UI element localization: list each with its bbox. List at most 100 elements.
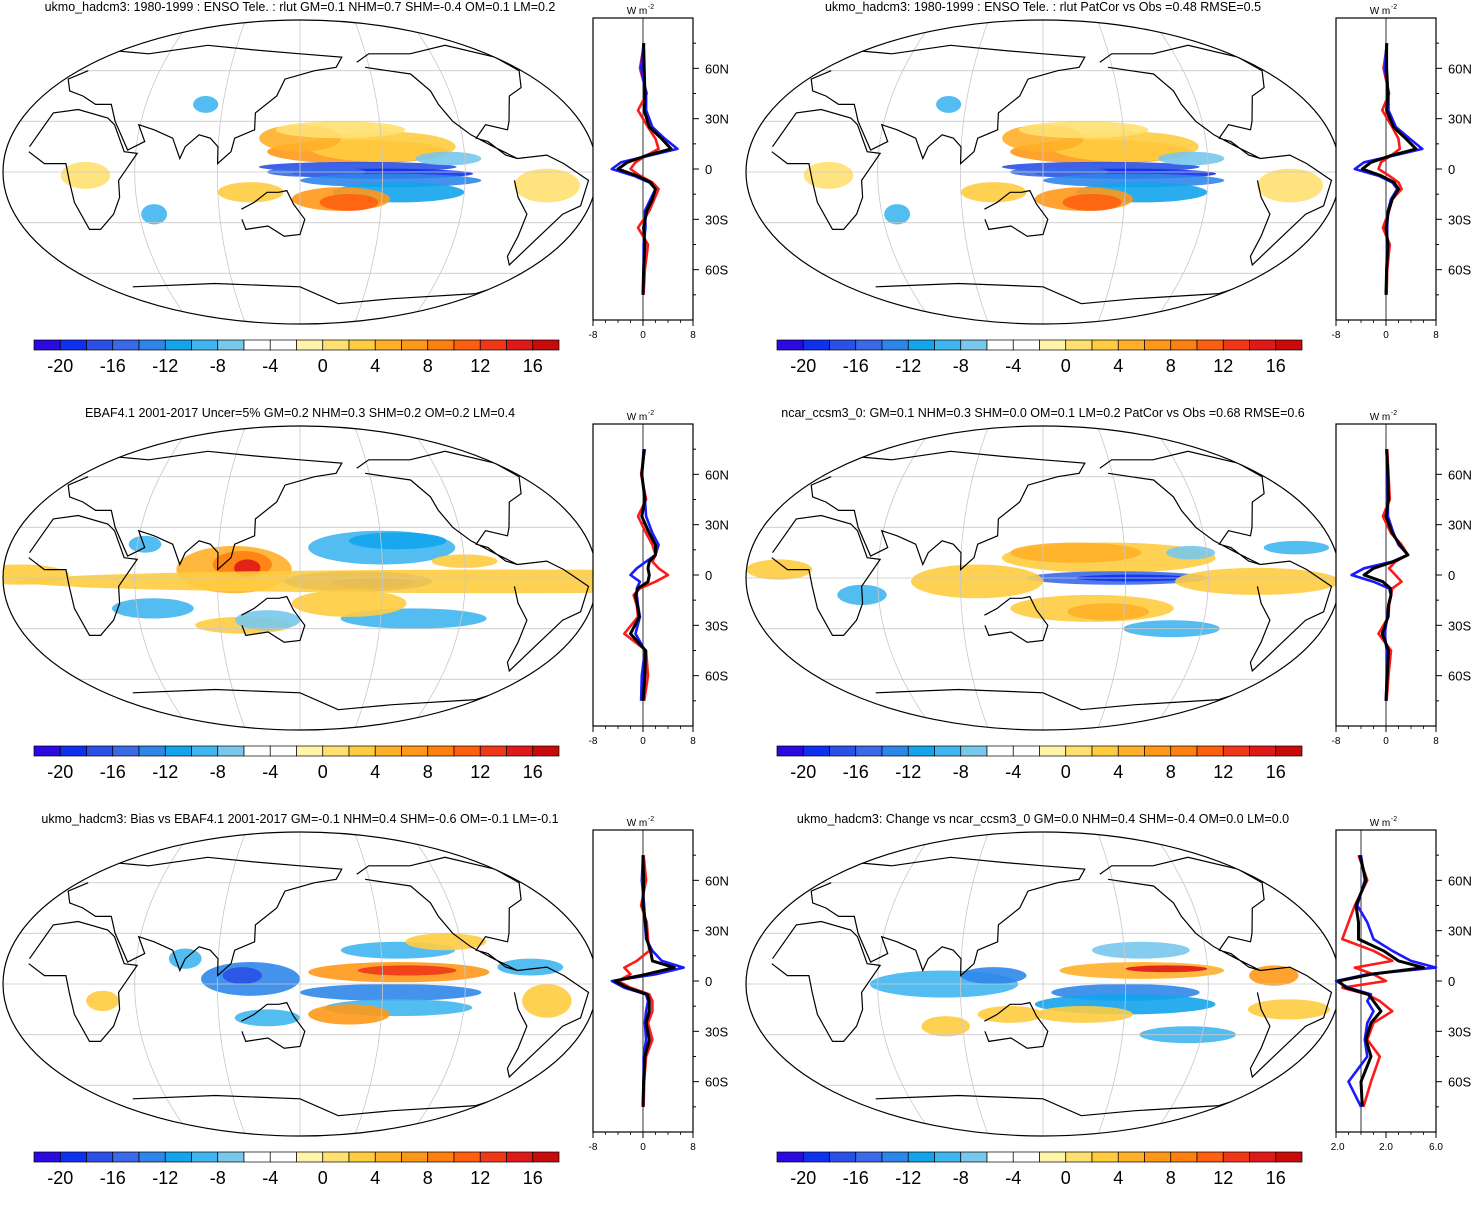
colorbar-swatch — [191, 339, 219, 351]
colorbar-swatch — [217, 1151, 245, 1163]
anomaly-blob — [235, 610, 300, 631]
graticule — [3, 426, 597, 730]
coastline-africa — [28, 108, 139, 230]
colorbar-swatch — [532, 1151, 560, 1163]
colorbar-swatch — [907, 745, 935, 757]
colorbar-swatch — [138, 1151, 166, 1163]
graticule-meridian — [1151, 426, 1209, 730]
zonal-plot: W m -2 60N 30N 0 30S 60S -8 0 8 — [1332, 410, 1472, 747]
anomaly-blob — [111, 598, 194, 619]
zonal-x-label: 8 — [1433, 330, 1439, 341]
colorbar-swatch — [322, 339, 350, 351]
graticule-meridian — [1151, 20, 1209, 324]
coastline-eurasia — [810, 44, 1086, 165]
colorbar-tick-label: -16 — [843, 356, 869, 376]
panel-title: ukmo_hadcm3: Change vs ncar_ccsm3_0 GM=0… — [796, 812, 1290, 826]
anomaly-blob — [1125, 965, 1208, 973]
zonal-lat-label: 60S — [705, 1075, 728, 1090]
anomaly-blob — [884, 204, 911, 225]
anomaly-blob — [1091, 941, 1190, 959]
zonal-x-label: 8 — [690, 330, 696, 341]
zonal-series-obs — [629, 449, 660, 701]
zonal-lat-label: 30N — [705, 518, 729, 533]
colorbar-swatch — [855, 745, 883, 757]
zonal-unit-exponent: -2 — [1391, 816, 1397, 823]
zonal-x-label: 0 — [640, 330, 646, 341]
zonal-unit-label: W m — [627, 6, 648, 17]
colorbar-swatch — [506, 1151, 534, 1163]
colorbar-swatch — [1275, 745, 1303, 757]
colorbar-swatch — [1196, 1151, 1224, 1163]
colorbar-swatch — [479, 1151, 507, 1163]
colorbar-swatch — [532, 745, 560, 757]
zonal-series-obs — [610, 43, 679, 295]
zonal-lat-label: 30S — [705, 1024, 728, 1039]
map-field — [746, 20, 1340, 324]
colorbar-swatch — [1039, 339, 1067, 351]
colorbar: -20-16-12-8-4048121620 — [776, 1151, 1303, 1188]
anomaly-blob — [1158, 151, 1225, 166]
anomaly-blob — [1257, 168, 1324, 203]
zonal-plot: W m-2 60N 30N 0 30S 60S -2.0 2.0 6.0 — [1331, 816, 1472, 1153]
anomaly-blob — [1018, 121, 1149, 139]
graticule — [3, 20, 597, 324]
zonal-lat-label: 60N — [705, 467, 729, 482]
anomaly-blob — [300, 984, 482, 1001]
map-svg — [2, 19, 598, 325]
zonal-unit-exponent: -2 — [1391, 4, 1397, 11]
zonal-x-label: 8 — [1433, 736, 1439, 747]
colorbar-swatch — [296, 745, 324, 757]
colorbar-tick-label: -4 — [1005, 1168, 1021, 1188]
colorbar-tick-label: -16 — [843, 762, 869, 782]
colorbar-swatch — [1065, 1151, 1093, 1163]
colorbar-swatch — [960, 1151, 988, 1163]
colorbar-swatch — [269, 745, 297, 757]
anomaly-blob — [291, 589, 407, 617]
colorbar-swatch — [453, 1151, 481, 1163]
anomaly-blob — [60, 161, 111, 189]
colorbar-swatch — [881, 1151, 909, 1163]
colorbar-swatch — [164, 745, 192, 757]
map-svg — [745, 425, 1341, 731]
coastlines — [771, 44, 1333, 305]
coastlines — [28, 44, 590, 305]
colorbar-swatch — [348, 1151, 376, 1163]
colorbar-tick-label: 16 — [523, 1168, 543, 1188]
colorbar-tick-label: 12 — [470, 1168, 490, 1188]
colorbar-swatch — [322, 745, 350, 757]
anomaly-blob — [514, 168, 581, 203]
coastline-namerica — [356, 44, 522, 160]
colorbar-swatch — [138, 745, 166, 757]
graticule — [746, 20, 1340, 324]
zonal-lat-label: 60N — [705, 61, 729, 76]
colorbar-tick-label: 16 — [523, 356, 543, 376]
zonal-unit-label: W m — [1370, 412, 1391, 423]
colorbar-swatch — [1012, 1151, 1040, 1163]
zonal-lat-label: 0 — [705, 974, 712, 989]
colorbar-tick-label: 8 — [1166, 762, 1176, 782]
zonal-unit-label: W m — [1370, 818, 1391, 829]
colorbar-swatch — [348, 339, 376, 351]
colorbar-swatch — [934, 745, 962, 757]
colorbar-tick-label: -16 — [100, 1168, 126, 1188]
colorbar-tick-label: 0 — [1061, 1168, 1071, 1188]
colorbar-swatch — [907, 339, 935, 351]
coastline-australia — [241, 189, 306, 237]
colorbar-swatch — [506, 745, 534, 757]
anomaly-blob — [960, 967, 1027, 984]
coastline-eurasia — [67, 44, 343, 165]
colorbar-swatch — [1275, 1151, 1303, 1163]
colorbar-tick-label: -8 — [953, 356, 969, 376]
graticule-meridian — [877, 832, 935, 1136]
anomaly-blob — [222, 967, 263, 984]
colorbar-swatch — [269, 339, 297, 351]
anomaly-blob — [1263, 540, 1330, 555]
anomaly-blob — [357, 965, 457, 976]
colorbar-swatch — [479, 339, 507, 351]
map-svg — [745, 831, 1341, 1137]
anomaly-blob — [1062, 193, 1122, 211]
colorbar-swatch — [427, 339, 455, 351]
colorbar-tick-label: -4 — [1005, 762, 1021, 782]
colorbar-swatch — [1222, 745, 1250, 757]
coastline-australia — [984, 595, 1049, 643]
